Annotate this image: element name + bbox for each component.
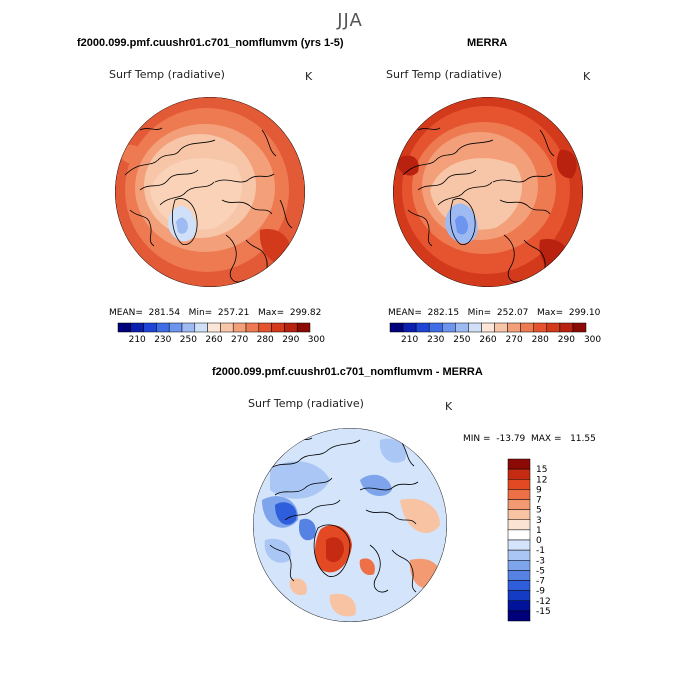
panel2-colorbar-swatch [402, 322, 417, 333]
panel2-colorbar-swatch [533, 322, 548, 333]
panel2-colorbar-tick-label: 280 [532, 335, 549, 345]
panel3-colorbar-tick-label: 9 [536, 485, 542, 495]
panel2-colorbar-swatch [468, 322, 482, 333]
panel1-colorbar-swatch [220, 322, 234, 333]
panel3-colorbar-swatch [507, 479, 531, 490]
panel2-colorbar-tick-label: 230 [427, 335, 444, 345]
panel1-colorbar-swatch [296, 322, 311, 333]
panel2-colorbar: 210 230 250 260 270 280 290 300 [389, 322, 601, 345]
panel3-colorbar-swatch [507, 570, 531, 581]
panel2-colorbar-swatch [389, 322, 404, 333]
panel3-colorbar-swatch [507, 509, 531, 520]
panel2-colorbar-tick-label: 270 [506, 335, 523, 345]
panel2-units-label: K [583, 70, 591, 83]
panel3-colorbar-swatch [507, 590, 531, 601]
panel3-colorbar-tick-label: 3 [536, 516, 542, 526]
panel1-colorbar-swatch [232, 322, 247, 333]
panel3-stats: MIN = -13.79 MAX = 11.55 [463, 434, 596, 444]
panel3-colorbar-swatch [507, 580, 531, 591]
panel2-title: MERRA [467, 37, 508, 49]
panel3-colorbar-tick-label: -15 [536, 607, 551, 617]
panel3-colorbar-tick-label: 0 [536, 536, 542, 546]
panel3-map [253, 428, 447, 622]
panel3-colorbar-tick-label: -3 [536, 556, 545, 566]
panel1-colorbar-tick-label: 230 [154, 335, 171, 345]
panel3-colorbar-tick-label: -5 [536, 566, 545, 576]
panel1-variable-label: Surf Temp (radiative) [109, 68, 225, 81]
panel2-colorbar-swatch [507, 322, 521, 333]
panel1-map [115, 97, 305, 287]
panel2-colorbar-swatch [428, 322, 443, 333]
panel3-colorbar-tick-label: 12 [536, 475, 547, 485]
panel2-colorbar-swatch [481, 322, 495, 333]
panel1-colorbar-swatch [117, 322, 132, 333]
panel3-colorbar-tick-label: -12 [536, 597, 551, 607]
panel1-colorbar-swatch [284, 322, 298, 333]
panel3-colorbar-tick-label: -7 [536, 577, 545, 587]
panel2-colorbar-tick-label: 250 [453, 335, 470, 345]
panel2-colorbar-swatch [494, 322, 508, 333]
panel2-stats: MEAN= 282.15 Min= 252.07 Max= 299.10 [388, 308, 601, 318]
panel3-colorbar-swatch [507, 489, 531, 500]
panel3-variable-label: Surf Temp (radiative) [248, 397, 364, 410]
panel3-colorbar-swatch [507, 610, 531, 622]
panel2-colorbar-swatch [520, 322, 534, 333]
panel3-colorbar-swatch [507, 539, 531, 551]
panel3-colorbar-swatch [507, 519, 531, 531]
panel1-colorbar-tick-label: 250 [180, 335, 197, 345]
panel1-colorbar-swatch [194, 322, 208, 333]
panel3-colorbar-tick-label: 1 [536, 526, 542, 536]
panel3-colorbar-tick-label: 15 [536, 465, 547, 475]
panel1-colorbar-tick-label: 300 [308, 335, 325, 345]
panel1-colorbar: 210 230 250 260 270 280 290 300 [117, 322, 325, 345]
panel1-colorbar-swatch [156, 322, 170, 333]
panel3-colorbar-swatch [507, 529, 531, 541]
panel3-colorbar-tick-label: -9 [536, 587, 545, 597]
panel3-units-label: K [445, 400, 453, 413]
panel2-colorbar-tick-label: 210 [401, 335, 418, 345]
panel3-title: f2000.099.pmf.cuushr01.c701_nomflumvm - … [212, 366, 483, 378]
panel2-colorbar-swatch [572, 322, 587, 333]
panel1-colorbar-swatch [168, 322, 183, 333]
panel1-colorbar-tick-label: 210 [129, 335, 146, 345]
panel1-colorbar-swatch [245, 322, 260, 333]
panel2-colorbar-tick-label: 260 [479, 335, 496, 345]
panel1-colorbar-swatch [130, 322, 144, 333]
panel1-colorbar-swatch [181, 322, 196, 333]
panel1-units-label: K [305, 70, 313, 83]
panel3-colorbar-swatch [507, 468, 531, 480]
panel2-colorbar-tick-label: 290 [558, 335, 575, 345]
panel1-stats: MEAN= 281.54 Min= 257.21 Max= 299.82 [109, 308, 322, 318]
panel1-colorbar-tick-label: 260 [205, 335, 222, 345]
panel2-colorbar-swatch [442, 322, 456, 333]
panel1-colorbar-tick-label: 290 [282, 335, 299, 345]
panel1-colorbar-swatch [271, 322, 285, 333]
season-title: JJA [337, 10, 363, 31]
panel1-colorbar-tick-label: 270 [231, 335, 248, 345]
panel1-colorbar-swatch [143, 322, 157, 333]
panel2-colorbar-swatch [415, 322, 430, 333]
panel3-colorbar-swatch [507, 600, 531, 612]
panel3-colorbar-tick-label: 5 [536, 506, 542, 516]
panel3-colorbar-swatch [507, 560, 531, 571]
panel2-map [393, 97, 583, 287]
panel2-colorbar-swatch [559, 322, 574, 333]
panel1-colorbar-tick-label: 280 [257, 335, 274, 345]
panel1-title: f2000.099.pmf.cuushr01.c701_nomflumvm (y… [77, 37, 344, 49]
panel3-colorbar-swatch [507, 458, 531, 470]
panel2-colorbar-swatch [455, 322, 469, 333]
panel3-colorbar-tick-label: 7 [536, 496, 542, 506]
panel2-colorbar-swatch [546, 322, 561, 333]
panel3-colorbar-swatch [507, 499, 531, 510]
panel2-colorbar-tick-label: 300 [584, 335, 601, 345]
panel1-colorbar-swatch [258, 322, 272, 333]
panel2-variable-label: Surf Temp (radiative) [386, 68, 502, 81]
panel1-colorbar-swatch [207, 322, 221, 333]
panel3-colorbar-tick-label: -1 [536, 546, 545, 556]
panel3-colorbar-swatch [507, 549, 531, 561]
